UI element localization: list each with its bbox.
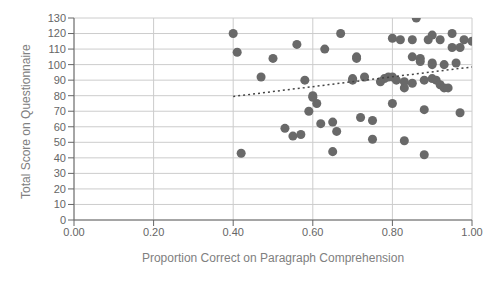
svg-text:Total Score on Questionnaire: Total Score on Questionnaire bbox=[19, 44, 33, 199]
svg-text:80: 80 bbox=[54, 90, 66, 102]
svg-text:90: 90 bbox=[54, 74, 66, 86]
svg-text:0.00: 0.00 bbox=[63, 226, 84, 238]
svg-text:120: 120 bbox=[48, 27, 66, 39]
svg-text:Proportion Correct on Paragrap: Proportion Correct on Paragraph Comprehe… bbox=[142, 251, 404, 265]
svg-text:0.80: 0.80 bbox=[382, 226, 403, 238]
svg-text:0: 0 bbox=[60, 214, 66, 226]
svg-text:30: 30 bbox=[54, 167, 66, 179]
svg-text:50: 50 bbox=[54, 136, 66, 148]
svg-text:100: 100 bbox=[48, 59, 66, 71]
svg-text:70: 70 bbox=[54, 105, 66, 117]
svg-text:0.60: 0.60 bbox=[302, 226, 323, 238]
svg-text:1.00: 1.00 bbox=[461, 226, 482, 238]
svg-text:40: 40 bbox=[54, 152, 66, 164]
svg-text:110: 110 bbox=[48, 43, 66, 55]
svg-text:0.40: 0.40 bbox=[222, 226, 243, 238]
svg-text:10: 10 bbox=[54, 198, 66, 210]
svg-text:130: 130 bbox=[48, 12, 66, 24]
svg-text:20: 20 bbox=[54, 183, 66, 195]
svg-text:0.20: 0.20 bbox=[143, 226, 164, 238]
svg-text:60: 60 bbox=[54, 121, 66, 133]
